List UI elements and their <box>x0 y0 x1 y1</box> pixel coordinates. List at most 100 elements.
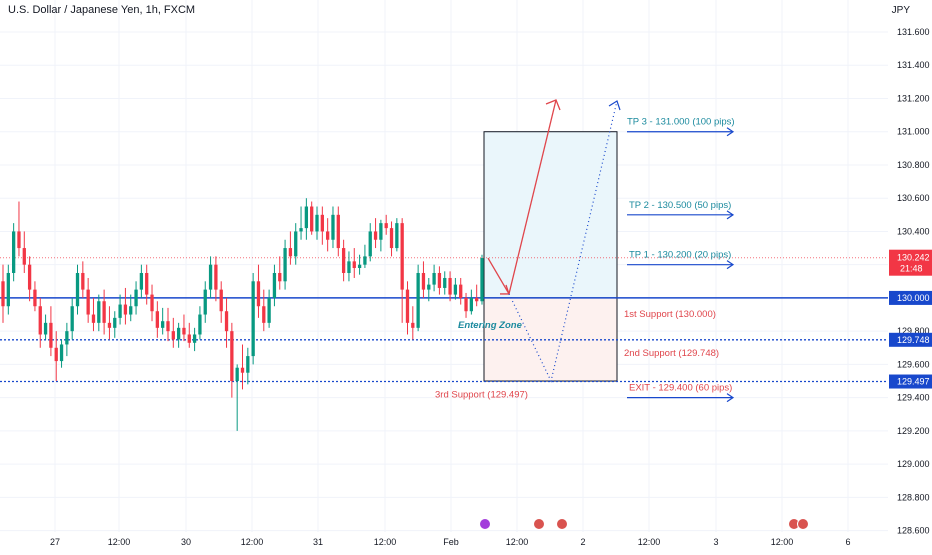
loss-zone <box>483 297 618 382</box>
candle-body <box>395 223 399 249</box>
candle-body <box>304 206 309 229</box>
candle-body <box>49 322 53 348</box>
candle-body <box>97 301 101 323</box>
candle-body <box>310 206 314 232</box>
candle-body <box>389 228 394 249</box>
x-axis-tick-label: 12:00 <box>506 537 529 547</box>
candle-body <box>166 321 170 332</box>
annotation-label: TP 3 - 131.000 (100 pips) <box>627 117 735 128</box>
y-axis-tick-label: 129.200 <box>897 426 930 436</box>
candle-body <box>246 356 250 373</box>
arrow-head <box>726 210 735 220</box>
candle-body <box>65 331 69 345</box>
annotation-label: TP 2 - 130.500 (50 pips) <box>629 200 731 211</box>
price-tag <box>889 374 932 389</box>
y-axis-tick-label: 129.800 <box>897 326 930 336</box>
candle-body <box>145 272 149 295</box>
candle-body <box>75 272 80 307</box>
candle-body <box>182 327 186 335</box>
price-tag-label: 129.748 <box>897 335 930 345</box>
candle-body <box>443 277 447 288</box>
projection-dotted-path <box>508 100 618 383</box>
candle-body <box>405 289 410 323</box>
candle-body <box>251 281 255 357</box>
y-axis-tick-label: 128.600 <box>897 526 930 536</box>
candle-body <box>400 223 404 290</box>
candle-body <box>208 264 213 290</box>
annotation-label: TP 1 - 130.200 (20 pips) <box>629 250 731 261</box>
candle-body <box>272 272 277 298</box>
candle-body <box>427 284 431 290</box>
candle-body <box>54 347 58 362</box>
annotation-label: 2nd Support (129.748) <box>624 348 719 359</box>
symbol-title: U.S. Dollar / Japanese Yen, 1h, FXCM <box>8 4 196 16</box>
candle-body <box>326 231 330 240</box>
entering-zone-label: Entering Zone <box>458 320 523 331</box>
candle-body <box>107 322 112 328</box>
candle-body <box>336 214 340 249</box>
x-axis-tick-label: 12:00 <box>374 537 397 547</box>
candle-body <box>27 264 32 290</box>
candle-body <box>198 314 202 335</box>
x-axis-tick-label: 6 <box>845 537 850 547</box>
candle-body <box>320 214 324 232</box>
candle-body <box>469 297 474 312</box>
arrow-head <box>608 100 621 111</box>
candle-body <box>113 317 117 328</box>
price-tag-label: 129.497 <box>897 377 930 387</box>
candle-body <box>91 314 96 323</box>
candle-body <box>70 306 74 332</box>
candle-body <box>421 272 426 290</box>
candle-body <box>464 297 468 312</box>
candle-body <box>203 289 207 315</box>
y-axis-tick-label: 130.600 <box>897 193 930 203</box>
event-marker-icon <box>533 518 545 530</box>
y-axis-tick-label: 129.600 <box>897 359 930 369</box>
arrow-head <box>726 393 735 403</box>
candle-body <box>437 272 442 288</box>
candle-body <box>214 264 218 290</box>
candle-body <box>384 223 388 229</box>
y-axis-tick-label: 131.400 <box>897 60 930 70</box>
candle-body <box>187 334 191 343</box>
candle-body <box>43 322 48 335</box>
candle-body <box>102 301 106 323</box>
y-axis-tick-label: 129.400 <box>897 393 930 403</box>
candle-body <box>81 272 85 290</box>
candle-body <box>379 223 383 240</box>
candle-body <box>331 214 335 240</box>
candle-body <box>256 281 261 307</box>
x-axis-tick-label: 12:00 <box>108 537 131 547</box>
x-axis-tick-label: 27 <box>50 537 60 547</box>
x-axis-tick-label: 12:00 <box>241 537 264 547</box>
x-axis-tick-label: 31 <box>313 537 323 547</box>
arrow-head <box>726 260 735 270</box>
candle-body <box>1 281 5 307</box>
candle-body <box>118 304 122 318</box>
y-axis-tick-label: 130.400 <box>897 226 930 236</box>
candle-body <box>86 289 90 315</box>
candle-body <box>373 231 378 240</box>
candle-body <box>134 289 138 307</box>
candle-body <box>240 367 245 373</box>
candle-body <box>155 311 159 328</box>
price-tag <box>889 290 932 305</box>
candle-body <box>315 214 319 232</box>
candle-body <box>352 261 356 269</box>
candle-body <box>432 272 436 285</box>
currency-label: JPY <box>891 5 910 16</box>
projection-arrow-down <box>487 257 510 295</box>
candle-body <box>416 272 420 328</box>
candle-body <box>22 248 26 265</box>
candle-body <box>33 289 37 307</box>
annotation-label: 1st Support (130.000) <box>624 309 716 320</box>
candle-body <box>341 248 346 273</box>
price-tag <box>889 332 932 347</box>
x-axis-tick-label: Feb <box>443 537 459 547</box>
candle-body <box>176 327 181 340</box>
candle-body <box>262 306 266 323</box>
candle-body <box>448 277 452 295</box>
candle-body <box>347 261 351 273</box>
